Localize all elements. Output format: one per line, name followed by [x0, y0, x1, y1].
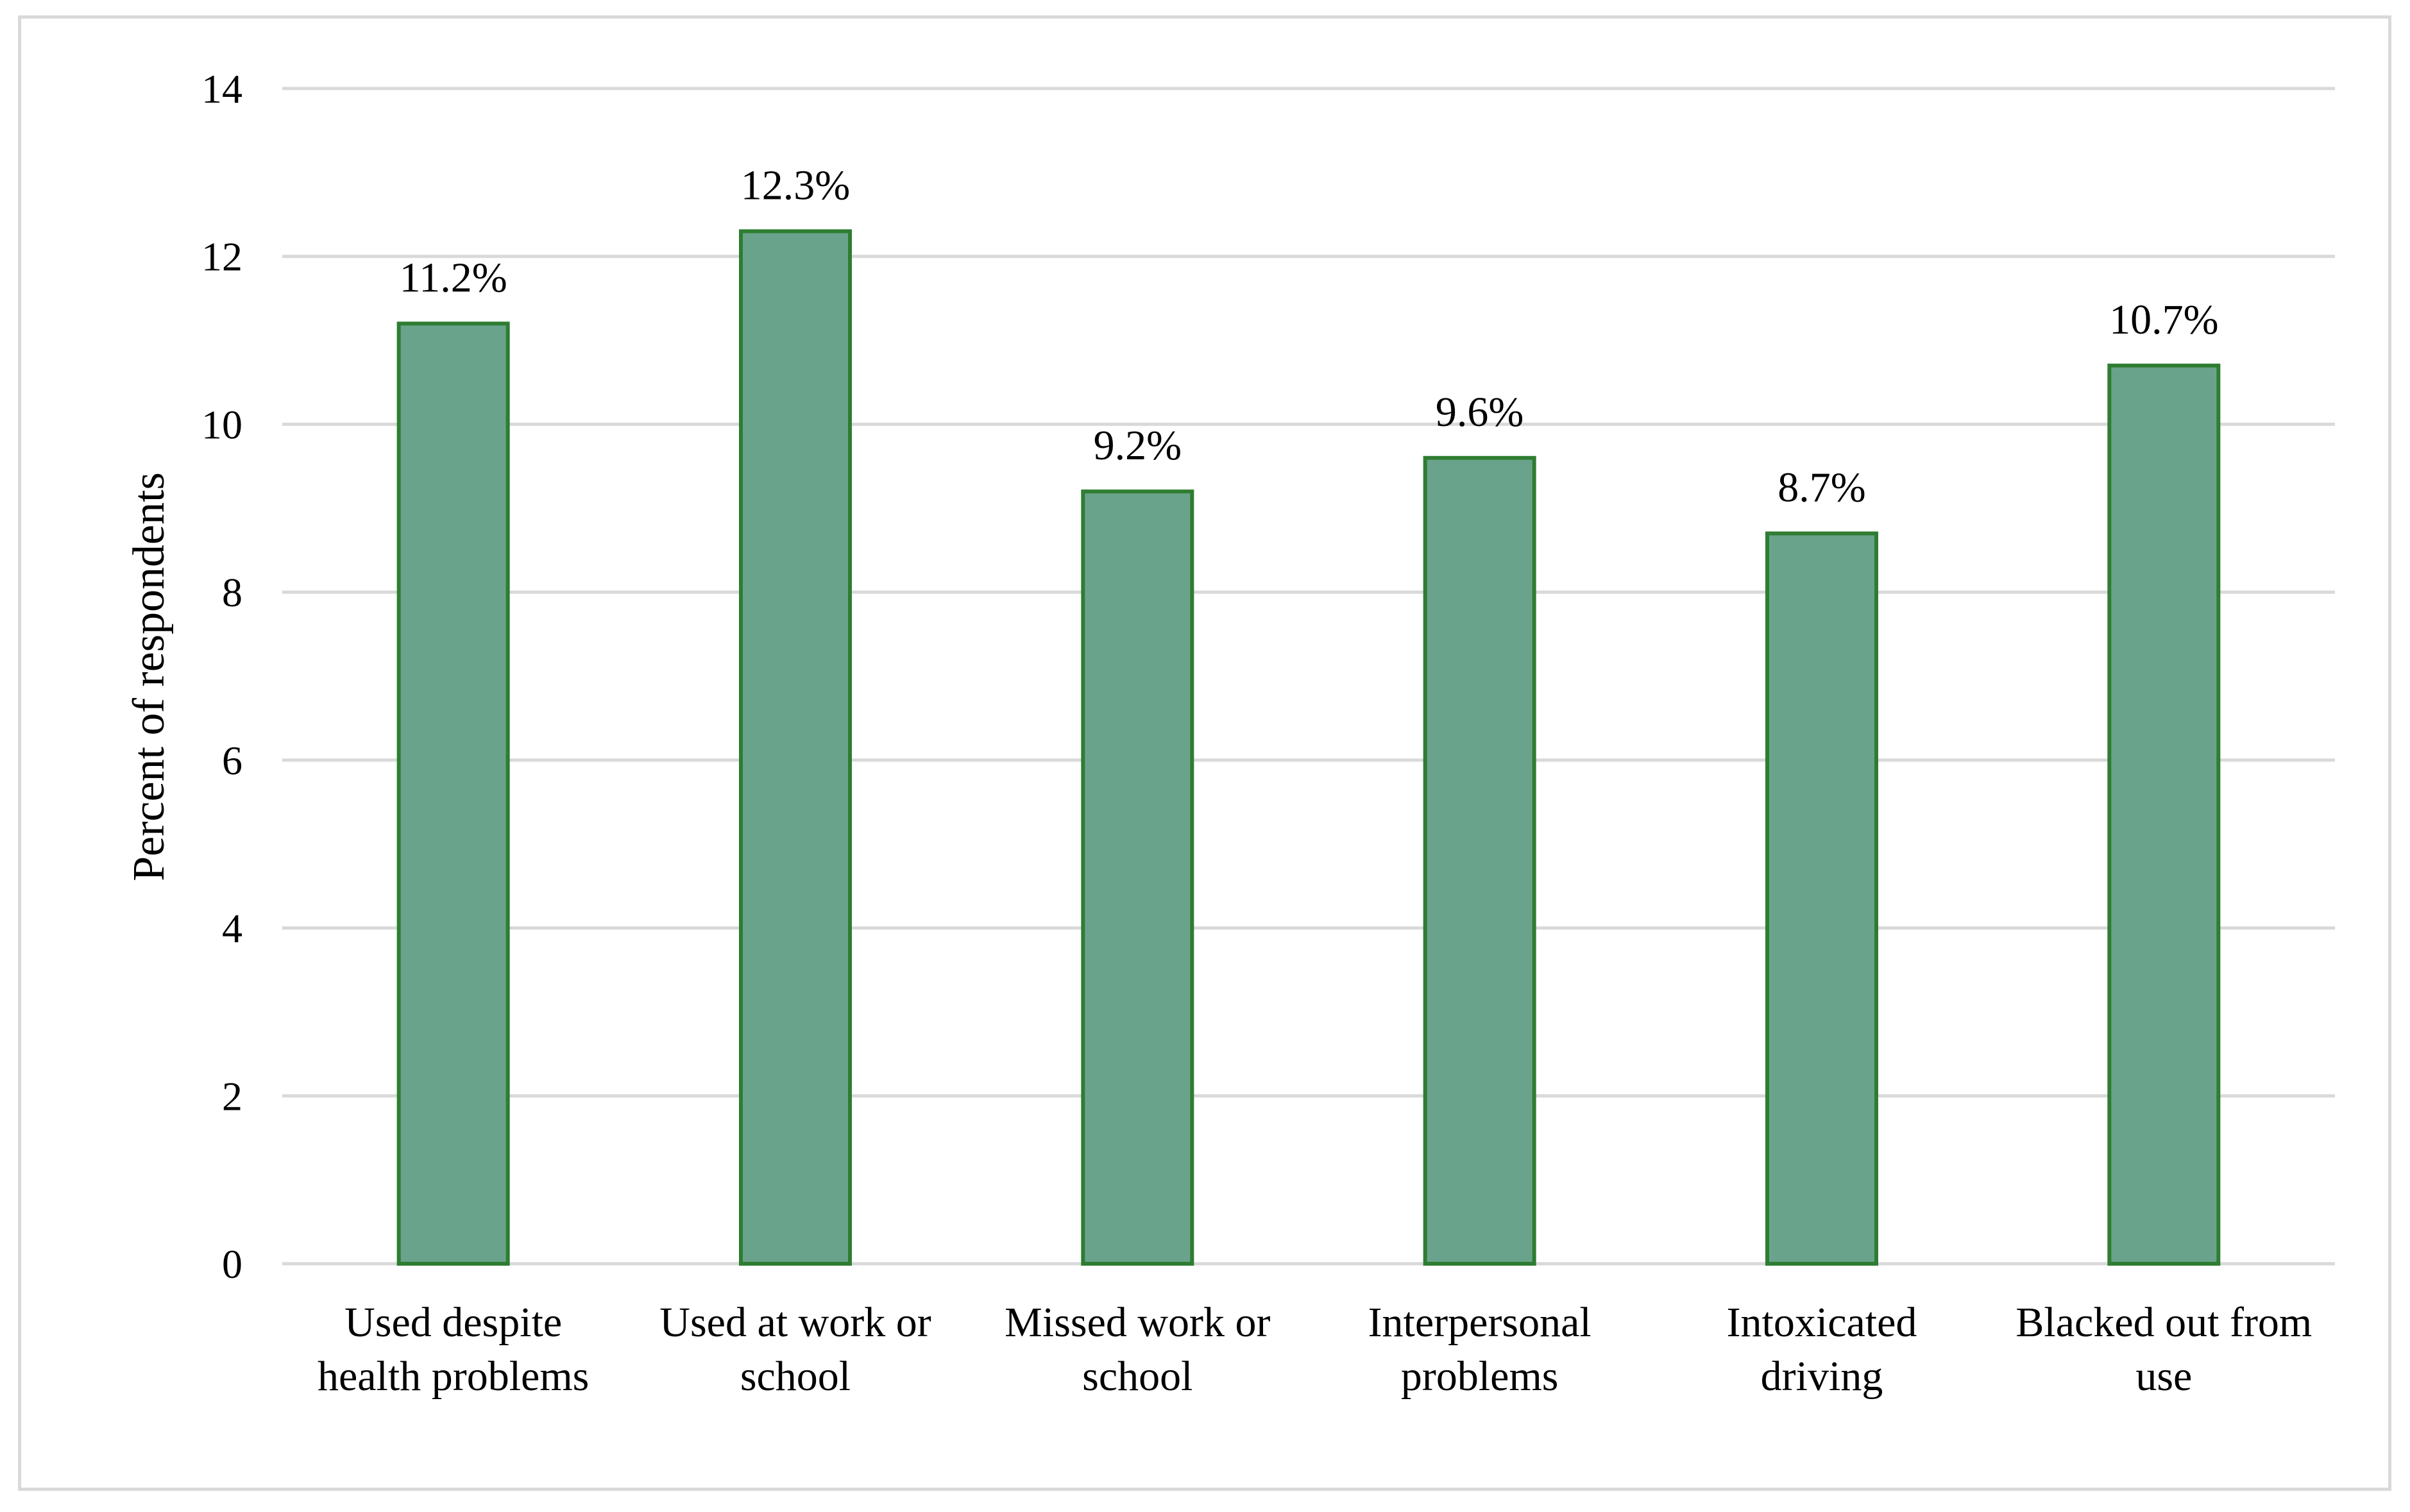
x-tick-label-line: Intoxicated	[1727, 1299, 1917, 1346]
x-tick-label: Missed work or school	[1005, 1299, 1270, 1400]
x-tick-label: Used despite health problems	[318, 1299, 589, 1400]
y-tick-label: 2	[222, 1073, 242, 1119]
y-axis-ticks: 0 2 4 6 8 10 12 14	[201, 66, 242, 1287]
x-tick-label-line: school	[1082, 1353, 1192, 1400]
x-tick-label: Intoxicated driving	[1727, 1299, 1917, 1400]
x-tick-label: Blacked out from use	[2015, 1299, 2312, 1400]
x-tick-label-line: problems	[1401, 1353, 1559, 1400]
data-label: 10.7%	[2109, 296, 2218, 343]
bar-4	[1765, 531, 1878, 1266]
data-label: 12.3%	[741, 162, 850, 208]
data-label: 9.6%	[1436, 389, 1523, 436]
x-tick-label-line: use	[2135, 1353, 2192, 1400]
x-tick-label-line: health problems	[318, 1353, 589, 1400]
x-tick-label-line: driving	[1761, 1353, 1883, 1400]
data-label: 9.2%	[1094, 422, 1182, 469]
y-tick-label: 0	[222, 1241, 242, 1287]
bars	[396, 229, 2221, 1266]
gridlines	[282, 87, 2335, 1266]
data-label: 11.2%	[400, 254, 507, 301]
y-axis-label: Percent of respondents	[124, 472, 174, 881]
bar-1	[739, 229, 852, 1266]
y-tick-label: 8	[222, 570, 242, 615]
y-tick-label: 12	[201, 234, 242, 280]
bar-0	[396, 321, 510, 1266]
y-tick-label: 10	[201, 402, 242, 447]
data-label: 8.7%	[1778, 464, 1865, 511]
x-tick-label-line: school	[740, 1353, 851, 1400]
x-tick-label-line: Used at work or	[659, 1299, 931, 1346]
y-tick-label: 4	[222, 906, 242, 951]
x-tick-label: Used at work or school	[659, 1299, 931, 1400]
bar-3	[1423, 455, 1536, 1266]
y-tick-label: 14	[201, 66, 242, 112]
x-tick-label-line: Used despite	[344, 1299, 562, 1346]
data-labels: 11.2% 12.3% 9.2% 9.6% 8.7% 10.7%	[400, 162, 2219, 511]
y-tick-label: 6	[222, 738, 242, 783]
x-tick-label-line: Blacked out from	[2015, 1299, 2312, 1346]
x-axis-categories: Used despite health problems Used at work …	[318, 1299, 2312, 1400]
x-tick-label-line: Missed work or	[1005, 1299, 1270, 1346]
x-tick-label: Interpersonal problems	[1368, 1299, 1591, 1400]
bar-5	[2107, 363, 2221, 1266]
bar-2	[1081, 489, 1194, 1266]
x-tick-label-line: Interpersonal	[1368, 1299, 1591, 1346]
